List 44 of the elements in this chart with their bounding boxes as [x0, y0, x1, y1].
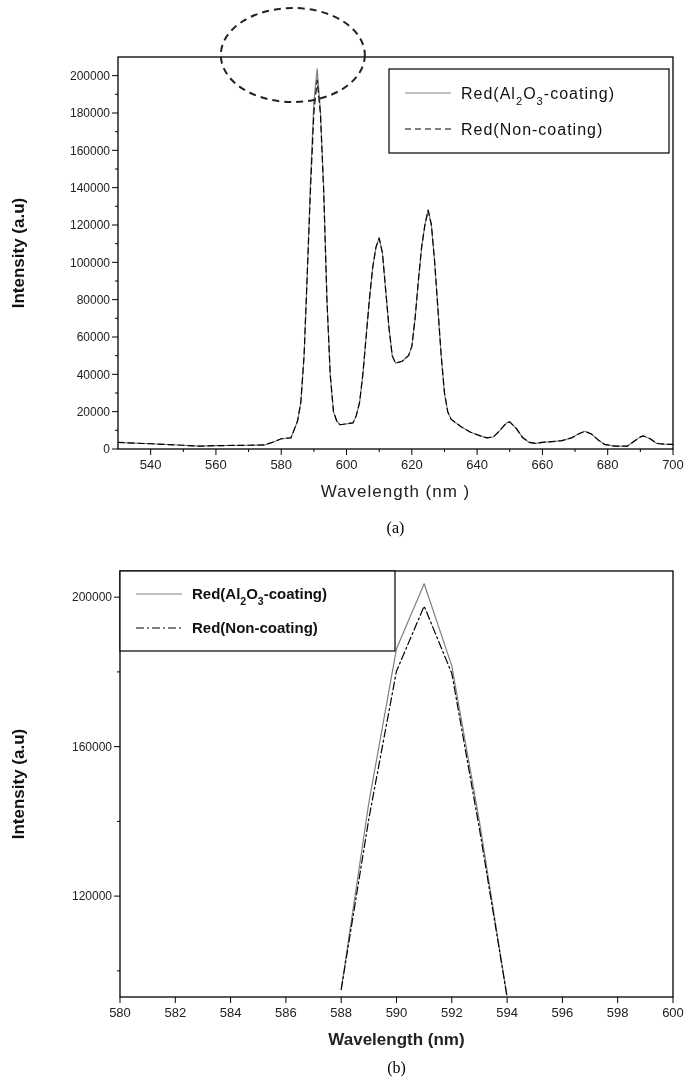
x-tick-label: 580	[109, 1005, 131, 1020]
x-tick-label: 586	[275, 1005, 297, 1020]
x-tick-label: 600	[335, 457, 358, 472]
legend-label: Red(Non-coating)	[192, 619, 318, 637]
legend-label: Red(Al$_{2}$O$_{3}$-coating)	[461, 84, 616, 107]
text: (a)	[386, 519, 405, 537]
x-tick-label: 680	[596, 457, 619, 472]
y-tick-label: 0	[103, 442, 111, 457]
x-tick-label: 540	[139, 457, 162, 472]
y-tick-label: 120000	[71, 889, 113, 904]
x-tick-label: 560	[205, 457, 227, 472]
x-tick-label: 596	[551, 1005, 574, 1020]
y-tick-label: 20000	[76, 404, 111, 419]
x-tick-label: 582	[164, 1005, 187, 1020]
x-tick-label: 640	[466, 457, 488, 472]
x-tick-label: 584	[219, 1005, 242, 1020]
y-axis-title: Intensity (a.u)	[9, 197, 28, 309]
y-tick-label: 160000	[69, 143, 111, 158]
y-tick-label: 40000	[76, 367, 111, 382]
y-tick-label: 100000	[69, 255, 111, 270]
y-axis-title: Intensity (a.u)	[9, 728, 28, 840]
y-tick-label: 140000	[69, 180, 111, 195]
x-tick-label: 590	[385, 1005, 408, 1020]
x-tick-label: 598	[606, 1005, 629, 1020]
text: (b)	[387, 1059, 406, 1077]
y-tick-label: 80000	[76, 292, 111, 307]
y-tick-label: 120000	[69, 218, 111, 233]
legend-label: Red(Non-coating)	[461, 120, 604, 138]
x-axis-title: Wavelength (nm)	[328, 1030, 465, 1049]
x-tick-label: 700	[662, 457, 684, 472]
y-tick-label: 60000	[76, 330, 111, 345]
legend-label: Red(Al$_{2}$O$_{3}$-coating)	[192, 585, 328, 608]
x-tick-label: 600	[662, 1005, 684, 1020]
y-tick-label: 180000	[69, 106, 111, 121]
x-tick-label: 592	[440, 1005, 463, 1020]
y-tick-label: 160000	[71, 739, 113, 754]
x-tick-label: 660	[531, 457, 554, 472]
x-tick-label: 594	[496, 1005, 518, 1020]
x-axis-title: Wavelength (nm )	[320, 482, 471, 501]
x-tick-label: 588	[330, 1005, 353, 1020]
x-tick-label: 580	[270, 457, 293, 472]
x-tick-label: 620	[400, 457, 423, 472]
y-tick-label: 200000	[69, 68, 111, 83]
y-tick-label: 200000	[71, 590, 113, 605]
